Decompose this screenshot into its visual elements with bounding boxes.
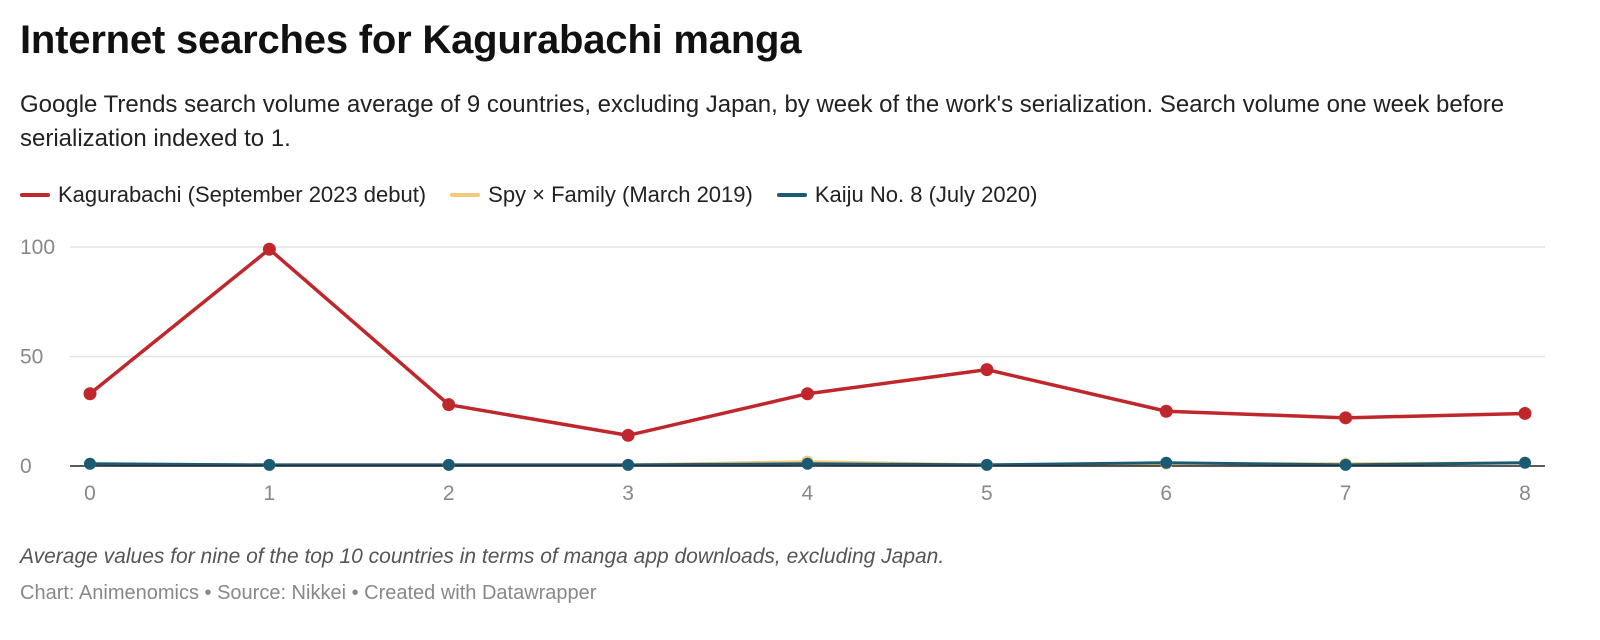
data-point bbox=[621, 428, 635, 442]
data-point bbox=[1159, 404, 1173, 418]
legend-label-spy-family: Spy × Family (March 2019) bbox=[488, 182, 753, 207]
data-point bbox=[83, 387, 97, 401]
x-tick-label: 0 bbox=[84, 482, 96, 505]
legend-label-kagurabachi: Kagurabachi (September 2023 debut) bbox=[58, 182, 427, 207]
y-tick-label: 100 bbox=[20, 236, 55, 259]
x-tick-label: 5 bbox=[981, 482, 993, 505]
x-tick-label: 2 bbox=[443, 482, 455, 505]
chart-credits: Chart: Animenomics • Source: Nikkei • Cr… bbox=[20, 582, 597, 604]
data-point bbox=[980, 363, 994, 377]
data-point bbox=[1339, 411, 1353, 425]
legend-swatch-kagurabachi bbox=[20, 193, 50, 197]
data-point bbox=[801, 387, 814, 401]
x-tick-label: 3 bbox=[622, 482, 634, 505]
legend-label-kaiju-no8: Kaiju No. 8 (July 2020) bbox=[814, 182, 1038, 207]
series-line bbox=[88, 247, 1527, 438]
data-point bbox=[1519, 456, 1531, 469]
data-point bbox=[1339, 458, 1352, 471]
data-point bbox=[263, 458, 276, 471]
data-point bbox=[262, 242, 276, 256]
legend: Kagurabachi (September 2023 debut) Spy ×… bbox=[20, 180, 1061, 210]
x-tick-label: 6 bbox=[1160, 482, 1172, 505]
data-point bbox=[801, 457, 814, 470]
legend-item-kagurabachi: Kagurabachi (September 2023 debut) bbox=[20, 182, 426, 208]
x-tick-label: 4 bbox=[802, 482, 814, 505]
y-tick-label: 50 bbox=[20, 346, 43, 369]
x-tick-label: 1 bbox=[264, 482, 276, 505]
data-point bbox=[622, 458, 635, 471]
x-tick-label: 8 bbox=[1519, 482, 1531, 505]
data-point bbox=[84, 457, 96, 470]
chart-title: Internet searches for Kagurabachi manga bbox=[20, 18, 802, 62]
data-point bbox=[980, 458, 993, 471]
x-tick-label: 7 bbox=[1340, 482, 1352, 505]
legend-swatch-kaiju-no8 bbox=[776, 193, 807, 197]
data-point bbox=[1518, 406, 1532, 420]
legend-item-kaiju-no8: Kaiju No. 8 (July 2020) bbox=[776, 182, 1038, 208]
data-point bbox=[1160, 456, 1173, 469]
chart-subtitle: Google Trends search volume average of 9… bbox=[20, 91, 1505, 152]
y-tick-label: 0 bbox=[20, 455, 32, 478]
legend-item-spy-family: Spy × Family (March 2019) bbox=[450, 182, 753, 208]
data-point bbox=[442, 398, 456, 412]
line-chart: 0 50 100 0 1 2 3 4 5 6 7 8 bbox=[20, 236, 1545, 505]
chart-note: Average values for nine of the top 10 co… bbox=[20, 545, 945, 568]
data-point bbox=[442, 458, 455, 471]
legend-swatch-spy-family bbox=[450, 193, 481, 197]
